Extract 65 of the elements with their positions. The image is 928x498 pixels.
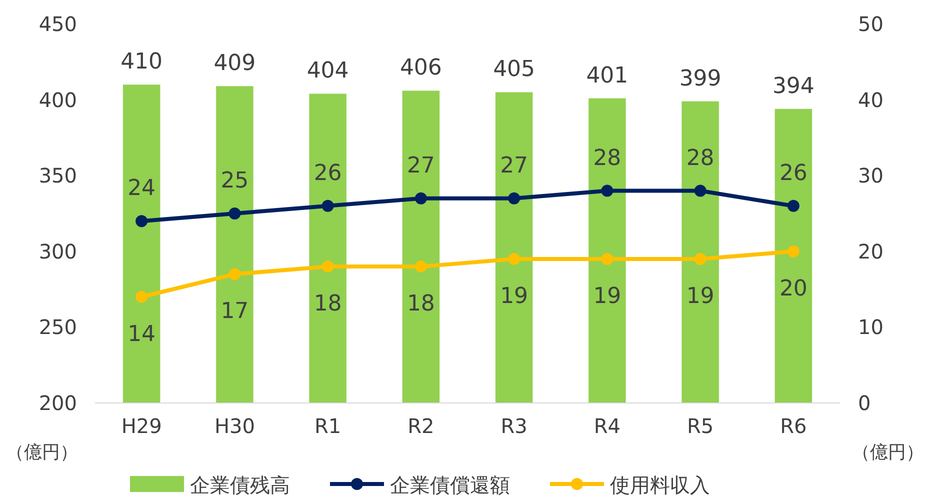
y-tick-label: 300 (38, 239, 77, 264)
point (136, 290, 148, 303)
y2-tick-label: 50 (858, 12, 884, 36)
point (136, 215, 148, 228)
y2-tick-label: 10 (858, 315, 884, 340)
data-label: 404 (306, 58, 349, 84)
point (787, 200, 800, 212)
data-label: 25 (220, 168, 249, 194)
y2-axis-title: （億円） (852, 442, 924, 463)
point (601, 184, 614, 197)
x-tick-label: R2 (408, 414, 434, 438)
data-label: 18 (406, 292, 435, 317)
x-tick-label: H29 (121, 414, 162, 438)
data-label: 18 (314, 292, 342, 317)
point (228, 268, 241, 280)
data-label: 14 (128, 322, 156, 347)
data-label: 405 (493, 57, 536, 82)
legend-label: 使用料収入 (610, 473, 710, 497)
data-label: 28 (593, 146, 622, 171)
data-label: 27 (500, 153, 528, 178)
x-tick-label: H30 (214, 414, 255, 438)
y2-tick-label: 40 (858, 88, 884, 112)
y-tick-label: 450 (38, 12, 77, 36)
x-tick-label: R1 (314, 414, 342, 438)
y-axis-title: （億円） (6, 442, 78, 463)
y2-tick-label: 20 (858, 239, 884, 264)
data-label: 27 (406, 153, 435, 178)
x-tick-label: R5 (687, 414, 714, 438)
point (694, 184, 706, 197)
legend-label: 企業債残高 (190, 473, 290, 497)
data-label: 19 (686, 284, 714, 309)
x-tick-label: R6 (780, 414, 807, 438)
data-label: 19 (593, 284, 622, 309)
data-label: 394 (772, 74, 814, 99)
y-tick-label: 200 (38, 391, 77, 415)
y-tick-label: 250 (38, 315, 77, 340)
data-label: 20 (779, 276, 808, 302)
y-tick-label: 350 (38, 164, 77, 188)
data-label: 409 (214, 51, 256, 76)
y2-tick-label: 30 (858, 164, 884, 188)
point (694, 252, 706, 265)
data-label: 24 (128, 176, 156, 202)
x-tick-label: R3 (500, 414, 528, 438)
point (322, 260, 334, 273)
point (322, 200, 334, 212)
data-label: 19 (500, 284, 528, 309)
y-tick-label: 400 (38, 88, 77, 112)
point (787, 245, 800, 258)
point (414, 192, 427, 204)
data-label: 401 (586, 63, 628, 88)
point (601, 252, 614, 265)
legend-label: 企業債償還額 (390, 473, 510, 497)
data-label: 26 (779, 160, 808, 186)
x-tick-label: R4 (594, 414, 620, 438)
data-label: 410 (120, 50, 163, 75)
point (228, 208, 241, 220)
data-label: 26 (314, 160, 342, 186)
y2-tick-label: 0 (858, 391, 871, 415)
data-label: 28 (686, 146, 714, 171)
point (508, 252, 520, 265)
point (414, 260, 427, 273)
point (508, 192, 520, 204)
data-label: 399 (679, 66, 722, 92)
data-label: 17 (220, 299, 249, 324)
data-label: 406 (400, 56, 442, 81)
